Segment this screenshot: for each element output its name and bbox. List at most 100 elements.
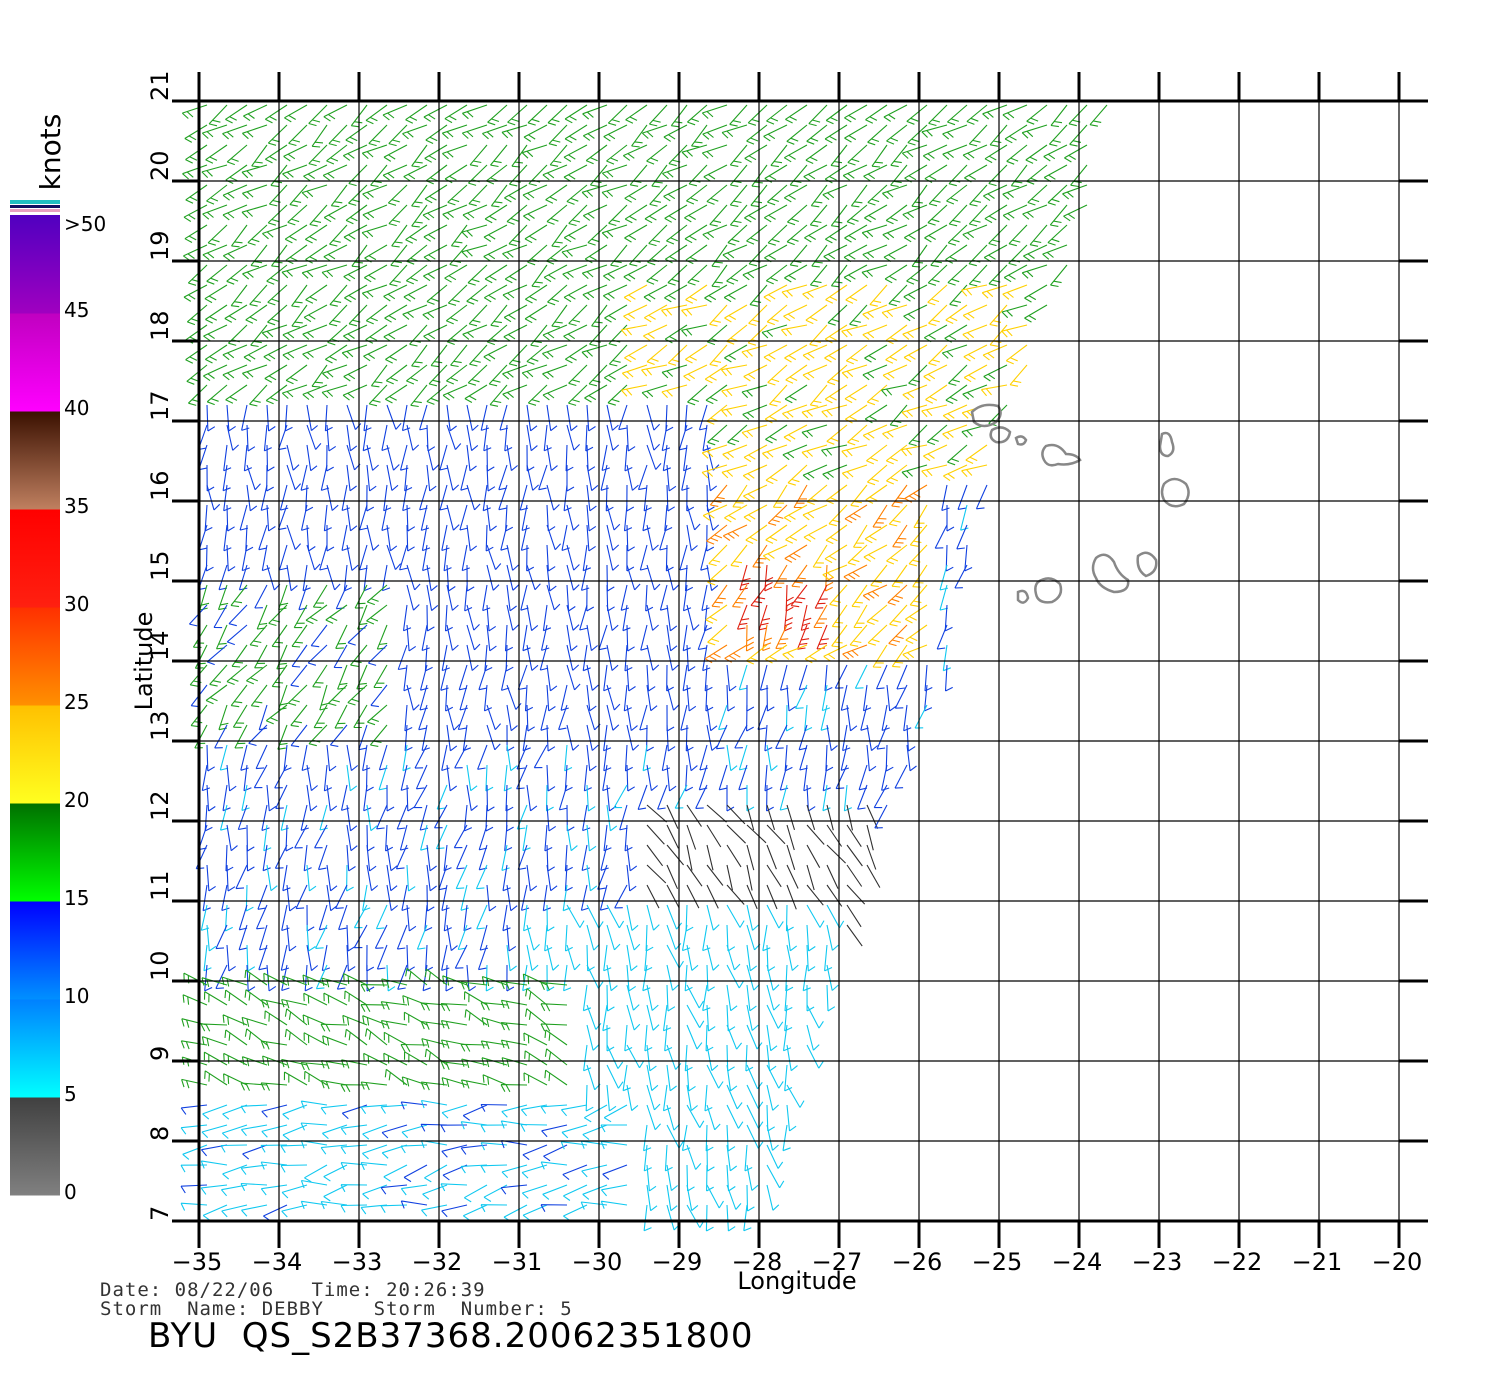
- wind-barb: [320, 1023, 348, 1032]
- wind-barb: [784, 264, 808, 283]
- wind-barb: [666, 464, 677, 492]
- wind-barb: [1006, 144, 1028, 165]
- island-santa-luzia: [1014, 435, 1028, 446]
- wind-barb: [503, 764, 512, 792]
- wind-barb: [485, 524, 494, 552]
- wind-barb: [603, 724, 612, 752]
- wind-barb: [934, 524, 948, 549]
- wind-barb: [664, 1144, 673, 1172]
- wind-barb: [622, 144, 648, 161]
- wind-barb: [646, 984, 659, 1011]
- wind-barb: [802, 344, 828, 361]
- wind-barb: [900, 444, 928, 457]
- wind-barb: [281, 998, 308, 1009]
- wind-barb: [544, 1048, 568, 1066]
- wind-barb: [864, 404, 888, 424]
- wind-barb: [624, 644, 633, 672]
- wind-barb: [806, 884, 824, 906]
- wind-barb: [882, 184, 908, 200]
- wind-barb: [826, 724, 838, 752]
- wind-barb: [353, 904, 368, 929]
- wind-barb: [812, 544, 828, 568]
- wind-barb: [748, 244, 768, 267]
- wind-barb: [440, 1061, 468, 1071]
- wind-barb: [586, 404, 596, 432]
- wind-barb: [526, 944, 539, 971]
- wind-barb: [336, 964, 348, 990]
- wind-barb: [386, 844, 398, 872]
- wind-barb: [666, 844, 685, 866]
- wind-barb: [301, 744, 310, 772]
- wind-barb: [741, 424, 768, 439]
- wind-barb: [226, 624, 248, 646]
- wind-barb: [827, 364, 848, 386]
- wind-barb: [266, 504, 276, 532]
- wind-barb: [882, 364, 908, 381]
- wind-barb: [618, 404, 628, 431]
- wind-barb: [746, 1064, 763, 1090]
- wind-barb: [382, 104, 408, 121]
- wind-barb: [826, 964, 839, 991]
- wind-barb: [373, 664, 388, 689]
- y-tick-label: 11: [146, 870, 174, 901]
- wind-barb: [729, 204, 748, 227]
- wind-barb: [222, 1104, 248, 1120]
- wind-barb: [661, 304, 688, 317]
- wind-barb: [243, 104, 268, 122]
- wind-barb: [225, 384, 248, 404]
- wind-barb: [362, 184, 388, 200]
- wind-barb: [723, 284, 748, 303]
- wind-barb: [864, 204, 888, 223]
- wind-barb: [258, 524, 268, 551]
- wind-barb: [278, 544, 288, 571]
- wind-barb: [600, 1124, 627, 1133]
- wind-barb: [582, 1184, 608, 1200]
- wind-barb: [226, 404, 236, 432]
- wind-barb: [441, 884, 450, 912]
- wind-barb: [383, 324, 408, 342]
- x-tick-label: −21: [1292, 1248, 1343, 1276]
- wind-barb: [623, 504, 633, 532]
- wind-barb: [988, 224, 1008, 247]
- wind-barb: [562, 1164, 588, 1181]
- wind-barb: [441, 744, 450, 772]
- wind-barb: [400, 1043, 428, 1052]
- wind-barb: [648, 224, 668, 247]
- wind-barb: [322, 364, 348, 380]
- wind-barb: [782, 1124, 791, 1152]
- wind-barb: [961, 464, 988, 477]
- wind-barb: [441, 1144, 468, 1158]
- wind-barb: [908, 544, 928, 567]
- wind-barb: [988, 404, 1008, 427]
- wind-barb: [185, 184, 208, 204]
- wind-barb: [885, 204, 908, 225]
- wind-barb: [566, 604, 580, 631]
- wind-barb: [531, 264, 548, 288]
- wind-barb: [421, 1204, 448, 1217]
- wind-barb: [946, 505, 955, 532]
- wind-barb: [246, 944, 256, 972]
- wind-barb: [841, 324, 868, 338]
- wind-barb: [206, 184, 228, 205]
- wind-barb: [283, 144, 308, 162]
- wind-barb: [666, 944, 684, 969]
- wind-barb: [458, 664, 468, 691]
- wind-barb: [766, 884, 778, 910]
- wind-barb: [277, 424, 288, 451]
- wind-barb: [734, 724, 748, 749]
- wind-barb: [226, 424, 239, 451]
- wind-barb: [861, 264, 888, 279]
- wind-barb: [686, 184, 708, 205]
- wind-barb: [624, 824, 633, 852]
- wind-barb: [948, 364, 968, 386]
- wind-barb: [866, 444, 888, 465]
- wind-barb: [226, 504, 235, 532]
- island-santo-antao: [970, 403, 1002, 428]
- wind-barb: [726, 1024, 743, 1050]
- wind-barb: [281, 904, 290, 932]
- wind-barb: [222, 1164, 248, 1180]
- x-tick-label: −20: [1372, 1248, 1423, 1276]
- wind-barb: [328, 684, 348, 707]
- wind-barb: [907, 124, 928, 146]
- colorbar-label: 0: [64, 1180, 77, 1204]
